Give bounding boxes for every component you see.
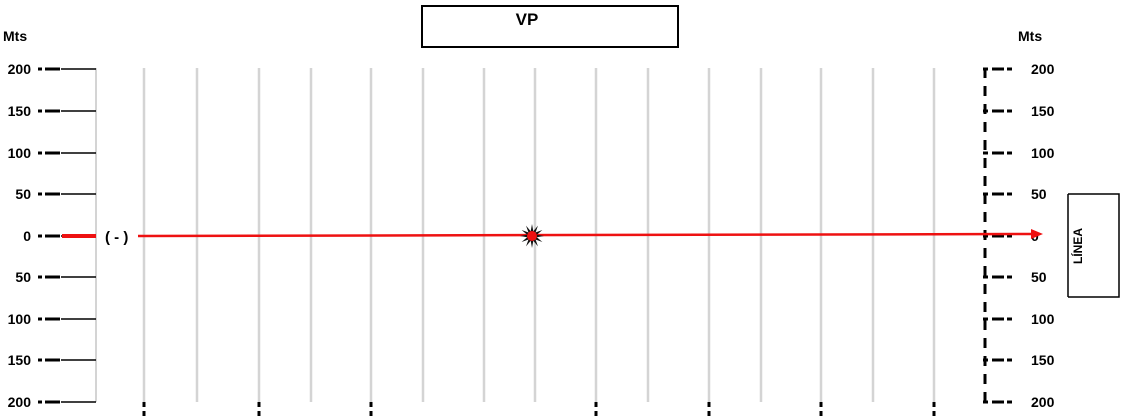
left-tick-label: 100	[8, 145, 32, 161]
left-tick-label: 150	[8, 103, 32, 119]
negative-side-marker: ( - )	[105, 229, 128, 246]
right-tick-label: 200	[1031, 61, 1055, 77]
right-tick-label: 100	[1031, 145, 1055, 161]
left-tick-label: 50	[15, 269, 31, 285]
left-tick-label: 0	[23, 228, 31, 244]
left-tick-label: 50	[15, 186, 31, 202]
left-tick-label: 200	[8, 394, 32, 410]
line-label-box: LÍNEA	[1067, 193, 1120, 298]
right-unit-label: Mts	[1018, 28, 1042, 44]
left-tick-label: 200	[8, 61, 32, 77]
left-tick-label: 150	[8, 352, 32, 368]
title-text: VP	[516, 10, 539, 29]
arrow-head-icon	[1031, 229, 1043, 239]
burst-core	[527, 231, 537, 241]
right-tick-label: 200	[1031, 394, 1055, 410]
survey-line	[62, 229, 1043, 239]
left-axis: 200 150 100 50 0 50 100 150 200	[8, 61, 96, 410]
right-tick-label: 100	[1031, 311, 1055, 327]
right-tick-label: 50	[1031, 186, 1047, 202]
right-tick-label: 50	[1031, 269, 1047, 285]
right-tick-label: 150	[1031, 352, 1055, 368]
line-label-text: LÍNEA	[1070, 228, 1085, 264]
left-unit-label: Mts	[3, 28, 27, 44]
title-box: VP	[421, 5, 679, 48]
right-tick-label: 150	[1031, 103, 1055, 119]
line-main	[137, 232, 1036, 238]
bottom-marks	[142, 402, 936, 420]
left-tick-label: 100	[8, 311, 32, 327]
